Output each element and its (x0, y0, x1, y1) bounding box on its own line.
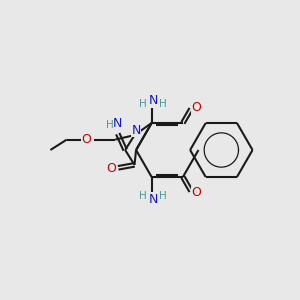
Text: O: O (191, 101, 201, 114)
Text: H: H (140, 191, 147, 201)
Text: N: N (131, 124, 141, 137)
Text: N: N (113, 117, 122, 130)
Text: H: H (106, 120, 113, 130)
Text: N: N (149, 193, 158, 206)
Text: O: O (81, 133, 91, 146)
Text: H: H (140, 99, 147, 109)
Text: O: O (191, 186, 201, 199)
Text: N: N (149, 94, 158, 107)
Text: H: H (159, 99, 167, 109)
Text: H: H (159, 191, 167, 201)
Text: O: O (107, 162, 117, 175)
